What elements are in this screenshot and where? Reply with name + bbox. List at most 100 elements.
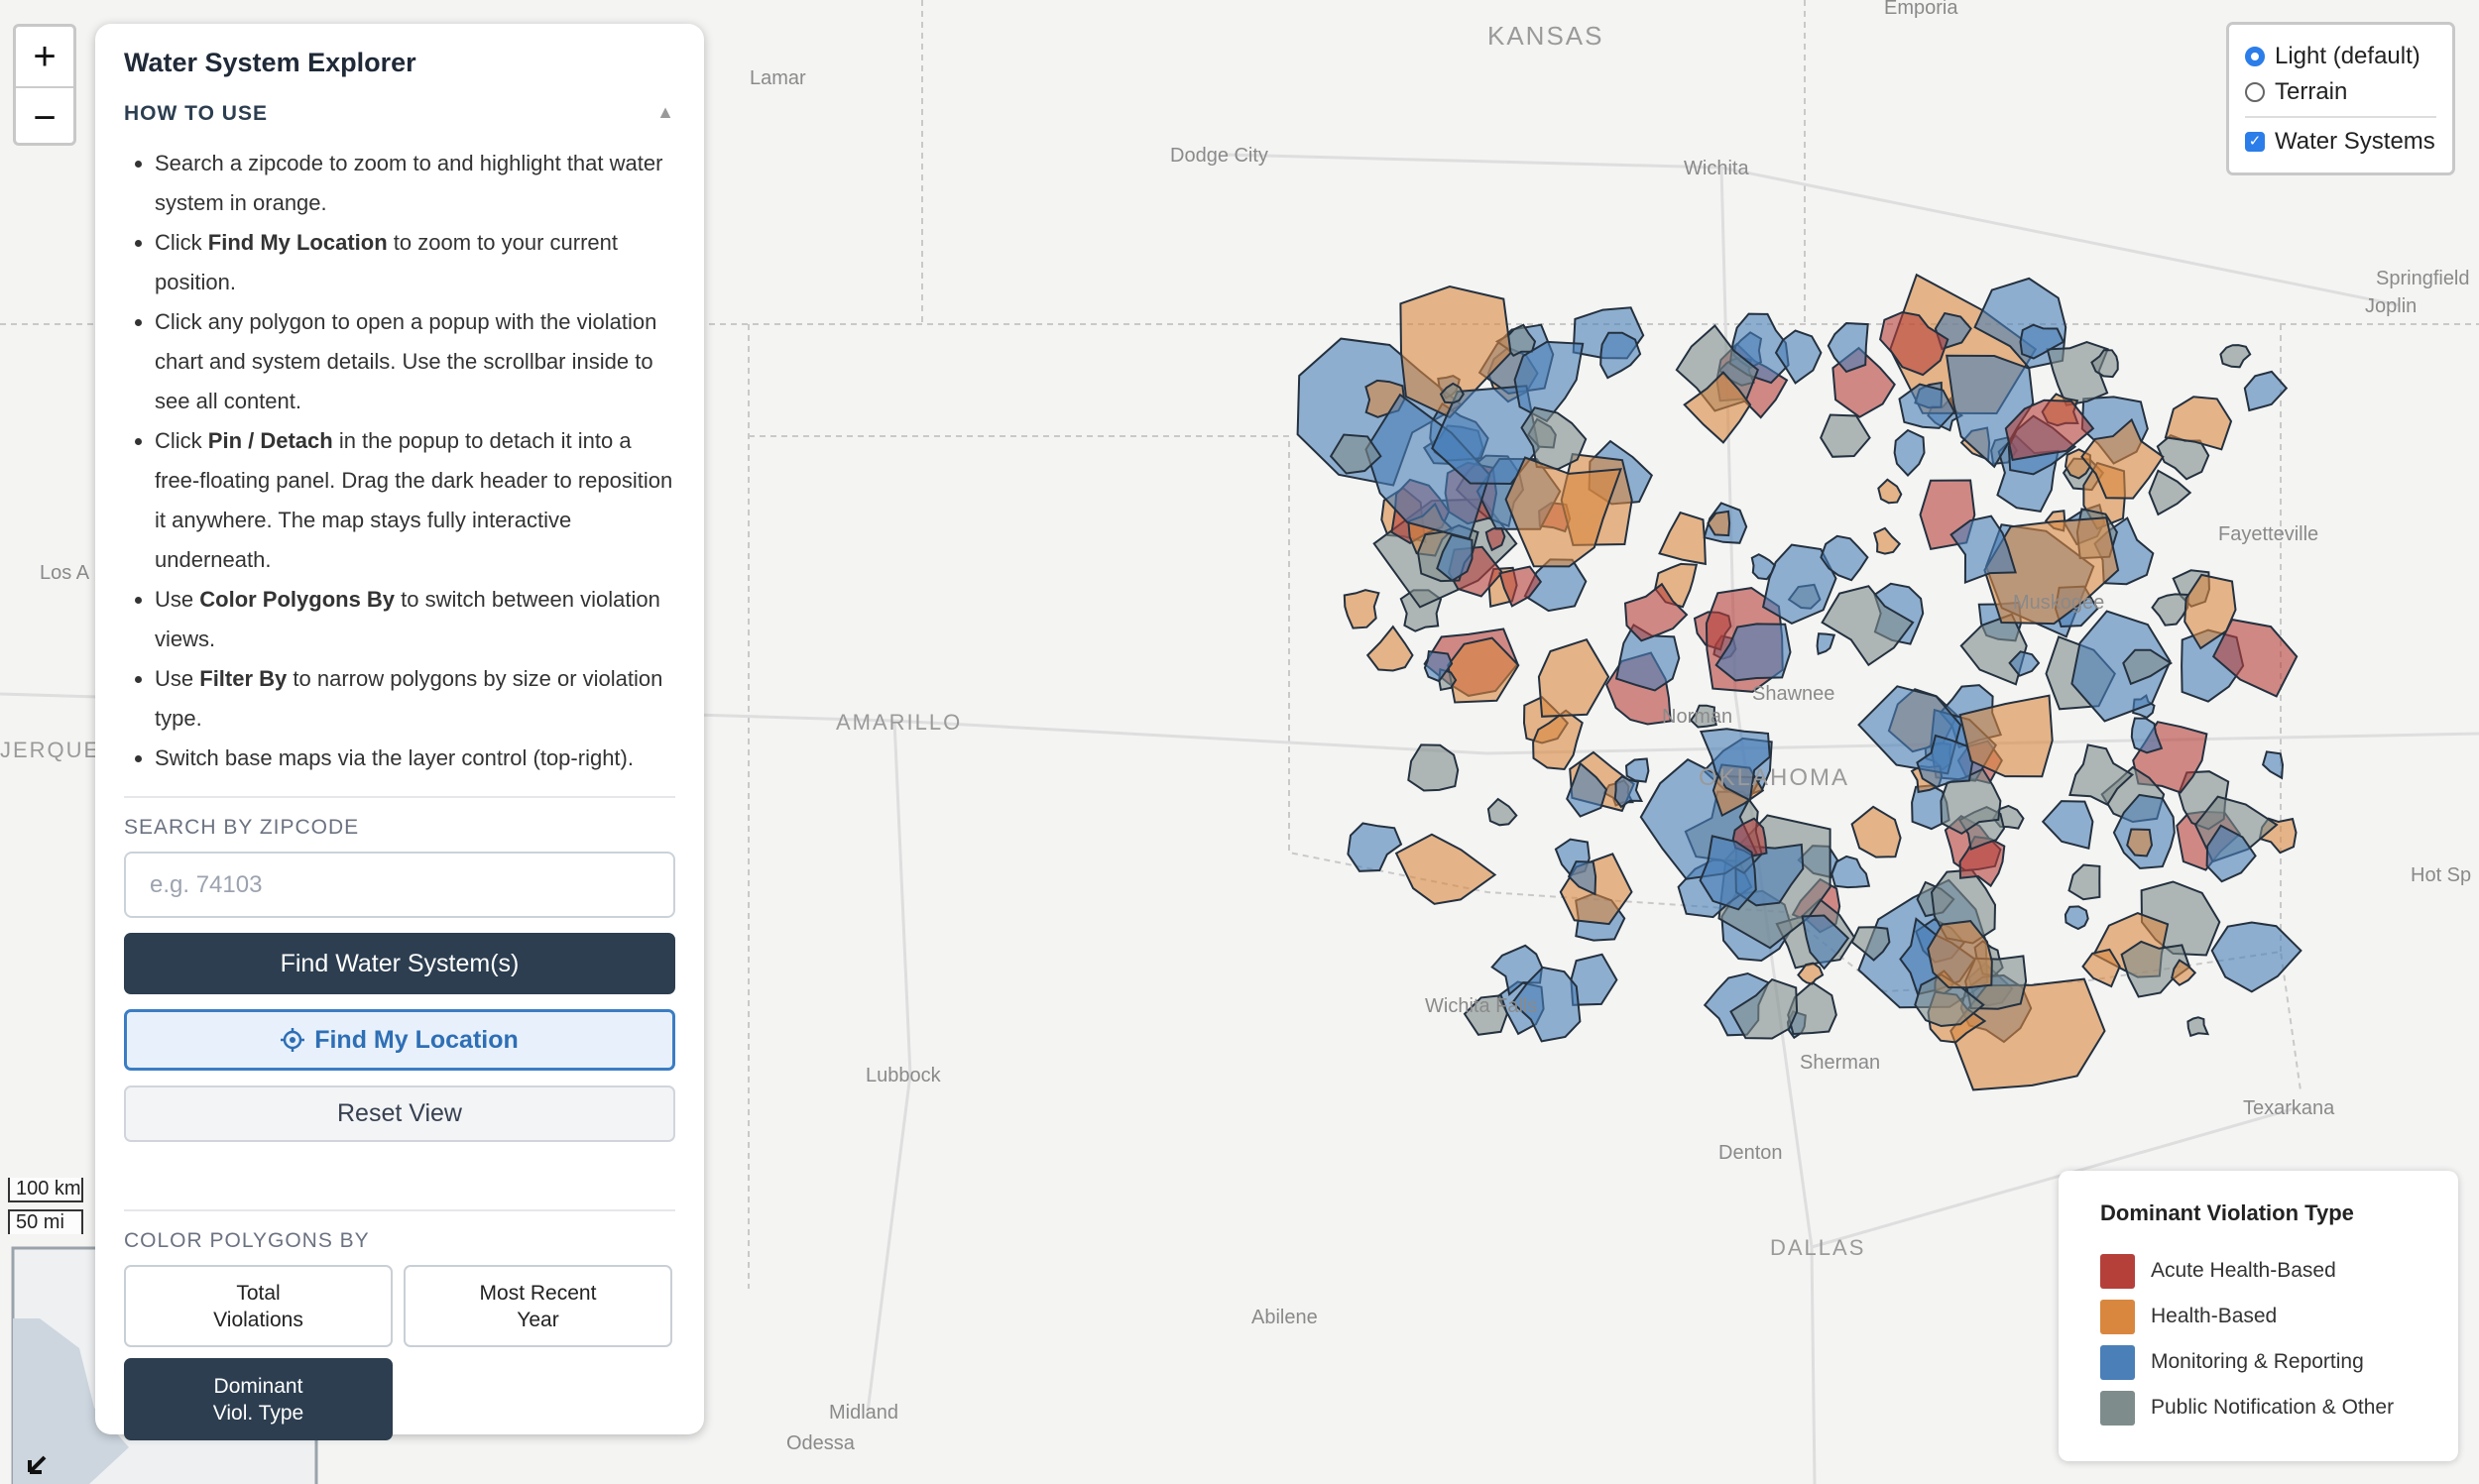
zipcode-input[interactable]: e.g. 74103 [124,852,675,918]
water-system-polygon[interactable] [1689,704,1717,729]
layer-row[interactable]: Light (default) [2245,39,2436,74]
water-system-polygon[interactable] [1484,526,1506,552]
water-system-polygon[interactable] [1463,994,1508,1036]
water-system-polygon[interactable] [1439,382,1465,404]
color-option[interactable]: Most Recent Year [404,1265,672,1347]
water-system-polygon[interactable] [1537,638,1610,718]
water-system-polygon[interactable] [1940,767,2002,836]
color-option[interactable]: Total Violations [124,1265,393,1347]
water-system-polygon[interactable] [1329,433,1382,475]
water-system-polygon[interactable] [1916,734,1974,789]
water-system-polygon[interactable] [1893,428,1926,478]
water-system-polygon[interactable] [1879,310,1949,377]
water-system-polygon[interactable] [1850,805,1902,858]
water-system-polygon[interactable] [1658,511,1707,566]
water-system-polygon[interactable] [1511,966,1582,1043]
water-system-polygon[interactable] [2171,959,2197,986]
water-system-polygon[interactable] [1774,329,1823,385]
water-system-polygon[interactable] [1797,962,1825,985]
find-button[interactable]: Find Water System(s) [124,933,675,994]
layer-row[interactable]: ✓ Water Systems [2245,124,2436,160]
color-option[interactable]: Dominant Viol. Type [124,1358,393,1440]
water-system-polygon[interactable] [1729,977,1799,1040]
water-system-polygon[interactable] [1623,582,1689,642]
water-system-polygon[interactable] [2211,618,2299,698]
water-system-polygon[interactable] [1624,757,1650,783]
water-system-polygon[interactable] [1750,553,1777,581]
water-system-polygon[interactable] [1821,585,1915,667]
water-system-polygon[interactable] [2008,650,2041,677]
water-system-polygon[interactable] [1614,624,1681,692]
water-system-polygon[interactable] [1407,743,1460,792]
zoom-in[interactable]: + [16,27,73,88]
water-system-polygon[interactable] [2210,921,2302,993]
water-system-polygon[interactable] [1365,625,1414,672]
water-system-polygon[interactable] [1830,855,1871,889]
reset-button[interactable]: Reset View [124,1085,675,1142]
water-system-polygon[interactable] [1873,526,1902,555]
water-system-polygon[interactable] [1498,565,1543,608]
layer-row[interactable]: Terrain [2245,74,2436,110]
water-system-polygon[interactable] [2130,717,2164,754]
water-system-polygon[interactable] [1958,694,2054,778]
water-system-polygon[interactable] [1566,761,1608,818]
water-system-polygon[interactable] [2041,800,2094,851]
water-system-polygon[interactable] [2184,573,2237,650]
water-system-polygon[interactable] [1504,456,1622,568]
map-label: Texarkana [2243,1097,2335,1119]
water-system-polygon[interactable] [2219,344,2252,369]
water-system-polygon[interactable] [1613,775,1644,809]
water-system-polygon[interactable] [1820,534,1869,582]
water-system-polygon[interactable] [1877,478,1903,505]
water-system-polygon[interactable] [2243,370,2289,412]
locate-button[interactable]: Find My Location [124,1009,675,1071]
water-system-polygon[interactable] [2126,828,2154,857]
instruction-text: Click [155,230,208,255]
water-system-polygon[interactable] [1343,589,1380,629]
water-system-polygon[interactable] [1699,728,1771,802]
water-system-polygon[interactable] [2070,610,2172,723]
zoom-out[interactable]: − [33,95,57,140]
water-system-polygon[interactable] [1436,533,1474,582]
water-system-polygon[interactable] [2151,593,2189,627]
water-system-polygon[interactable] [2148,469,2192,516]
water-system-polygon[interactable] [1347,822,1403,872]
water-system-polygon[interactable] [1599,331,1642,380]
water-system-polygon[interactable] [2120,940,2191,998]
water-system-polygon[interactable] [1816,632,1836,656]
water-system-polygon[interactable] [1699,835,1757,911]
water-system-polygon[interactable] [1567,860,1597,896]
water-system-polygon[interactable] [1513,340,1585,423]
water-system-polygon[interactable] [2186,1016,2210,1038]
water-system-polygon[interactable] [2122,648,2174,686]
water-system-polygon[interactable] [2080,417,2165,500]
water-system-polygon[interactable] [2004,399,2095,462]
water-system-polygon[interactable] [2090,349,2119,379]
water-system-polygon[interactable] [1707,510,1731,537]
water-system-polygon[interactable] [1486,797,1518,827]
water-system-polygon[interactable] [1394,833,1497,905]
how-to-use-header[interactable]: HOW TO USE ▲ [124,102,675,126]
water-system-polygon[interactable] [1423,649,1454,683]
water-system-polygon[interactable] [1761,543,1837,626]
water-system-polygon[interactable] [2261,750,2285,780]
water-system-polygon[interactable] [1714,623,1792,682]
color-by-label: COLOR POLYGONS BY [124,1229,370,1252]
water-system-polygon[interactable] [2019,323,2066,360]
water-system-polygon[interactable] [2064,905,2089,931]
water-system-polygon[interactable] [1683,371,1752,444]
water-system-polygon[interactable] [2164,396,2233,451]
water-system-polygon[interactable] [1520,406,1588,471]
water-system-polygon[interactable] [2068,743,2135,807]
water-system-polygon[interactable] [2067,863,2101,901]
water-system-polygon[interactable] [1927,920,1993,989]
water-system-polygon[interactable] [2046,341,2109,406]
water-system-polygon[interactable] [2205,824,2257,883]
water-system-polygon[interactable] [1801,914,1850,970]
water-system-polygon[interactable] [1820,413,1871,458]
water-system-polygon[interactable] [1827,321,1869,374]
water-system-polygon[interactable] [1949,514,2017,585]
water-system-polygon[interactable] [1898,383,1956,429]
legend-items: Acute Health-Based Health-Based Monitoring… [2100,1248,2417,1430]
water-system-polygon[interactable] [2081,948,2121,988]
